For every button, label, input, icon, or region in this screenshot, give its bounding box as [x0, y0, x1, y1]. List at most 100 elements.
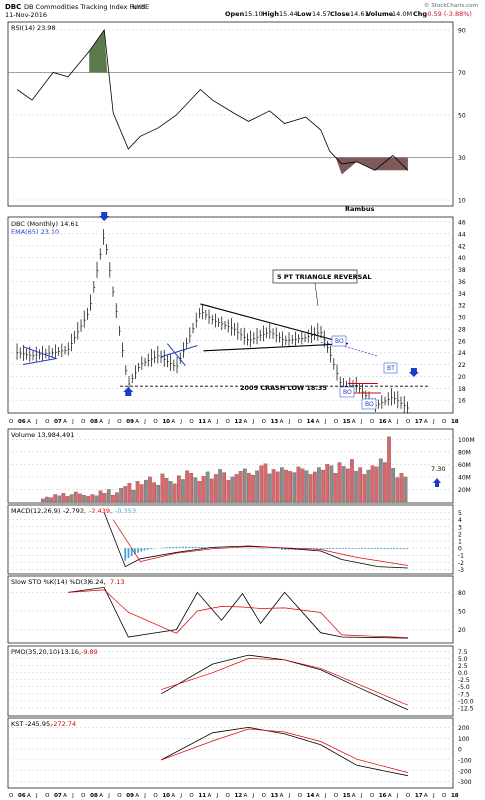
- x-axis-bottom-label: A: [352, 793, 356, 799]
- price-tick-label: 42: [458, 243, 466, 250]
- macd-v3: -0.353: [115, 507, 136, 515]
- x-axis-top-label: A: [316, 419, 320, 425]
- macd-tick-label: 0: [458, 546, 462, 553]
- x-axis-bottom-label: O: [298, 793, 303, 799]
- sto-tick-label: 80: [458, 590, 466, 597]
- x-axis-top-label: O: [153, 419, 158, 425]
- volume-bar: [345, 468, 350, 503]
- price-tick-label: 24: [458, 350, 466, 357]
- bo-note-3: BO: [365, 401, 374, 408]
- x-axis-top-label: J: [179, 419, 182, 425]
- x-axis-top-label: J: [215, 419, 218, 425]
- x-axis-top-label: 13: [271, 419, 279, 425]
- macd-v1: -2.792,: [63, 507, 86, 515]
- pmo-panel: PMO(35,20,10) -13.16, -9.89 7.55.02.50.0…: [7, 645, 474, 717]
- volume-bar: [284, 469, 288, 503]
- volume-bar: [222, 472, 227, 503]
- volume-bar: [185, 470, 189, 503]
- volume-bar: [49, 497, 53, 503]
- x-axis-bottom-label: A: [388, 793, 392, 799]
- x-axis-bottom-label: 17: [415, 793, 423, 799]
- open-label: Open: [225, 10, 245, 18]
- kst-frame: [7, 717, 454, 789]
- kst-line: [161, 726, 408, 777]
- sto-label: Slow STO %K(14) %D(3): [11, 578, 90, 586]
- volume-bar: [325, 464, 330, 503]
- x-axis-top-label: J: [432, 419, 435, 425]
- pmo-tick-label: 5.0: [458, 656, 468, 663]
- x-axis-top-label: J: [71, 419, 74, 425]
- x-axis-top-label: A: [352, 419, 356, 425]
- rsi-oversold-fill: [335, 157, 408, 175]
- crash-low-note: 2009 CRASH LOW 18.35: [240, 384, 327, 392]
- macd-frame: [7, 504, 454, 575]
- close-value: 14.61: [350, 10, 369, 18]
- volume-bar: [337, 462, 342, 503]
- price-tick-label: 16: [458, 398, 466, 405]
- macd-tick-label: 4: [458, 517, 462, 524]
- price-tick-label: 40: [458, 255, 466, 262]
- price-tick-label: 26: [458, 338, 466, 345]
- volume-bar: [234, 474, 239, 503]
- x-axis-bottom-label: O: [334, 793, 339, 799]
- x-axis-top-label: O: [442, 419, 447, 425]
- rsi-label: RSI(14) 23.98: [11, 24, 56, 32]
- volume-bar: [209, 478, 214, 503]
- volume-bar: [197, 481, 202, 503]
- price-tick-label: 30: [458, 315, 466, 322]
- x-axis-top-label: J: [360, 419, 363, 425]
- price-frame: [7, 216, 454, 414]
- x-axis-top-label: 15: [343, 419, 351, 425]
- x-axis-bottom-label: A: [316, 793, 320, 799]
- volume-bar: [73, 491, 78, 503]
- x-axis-top-label: A: [171, 419, 175, 425]
- volume-bar: [164, 478, 169, 503]
- bo-note-2: BO: [343, 389, 352, 396]
- x-axis-top-label: O: [370, 419, 375, 425]
- volume-bar: [78, 493, 82, 503]
- volume-bar: [267, 473, 272, 503]
- volume-bar: [317, 467, 321, 503]
- triangle-bottom-line: [203, 343, 348, 352]
- x-axis-top-label: 11: [198, 419, 206, 425]
- pmo-tick-label: -5.0: [458, 684, 470, 691]
- rsi-frame: [7, 21, 454, 207]
- macd-panel: MACD(12,26,9) -2.792, -2.439, -0.353 543…: [7, 504, 464, 575]
- volume-bar: [135, 481, 140, 503]
- x-axis-bottom-label: O: [442, 793, 447, 799]
- x-axis-bottom-label: O: [225, 793, 230, 799]
- price-tick-label: 38: [458, 267, 466, 274]
- volume-bar: [218, 469, 222, 503]
- volume-bar: [119, 488, 123, 503]
- x-axis-top-label: A: [244, 419, 248, 425]
- x-axis-top-label: 14: [307, 419, 315, 425]
- volume-bar: [214, 474, 218, 503]
- x-axis-bottom-label: J: [360, 793, 363, 799]
- volume-label: Volume: [366, 10, 394, 18]
- x-axis-bottom-label: A: [171, 793, 175, 799]
- macd-tick-label: -1: [458, 553, 464, 560]
- volume-bar: [387, 436, 391, 503]
- volume-bar: [168, 481, 173, 503]
- volume-bar: [300, 468, 305, 503]
- kst-panel: KST -245.95, -272.74 200 100 0 -100 -200 -300: [7, 717, 472, 789]
- x-axis-top-label: A: [27, 419, 31, 425]
- rsi-line: [16, 28, 409, 171]
- x-axis-top-label: O: [262, 419, 267, 425]
- volume-bar: [53, 494, 58, 503]
- volume-bar: [255, 470, 260, 503]
- bt-box: [383, 362, 398, 374]
- pmo-label: PMO(35,20,10): [11, 648, 60, 656]
- volume-bar: [259, 465, 264, 503]
- volume-bar: [391, 468, 396, 503]
- sto-tick-label: 20: [458, 627, 466, 634]
- x-axis-bottom-label: J: [35, 793, 38, 799]
- x-axis-top-label: O: [189, 419, 194, 425]
- stockcharts-credit: © StockCharts.com: [424, 2, 478, 9]
- price-tick-label: 34: [458, 291, 466, 298]
- x-axis-top: O 06 A J O 07 A J O 08 A J O 09 A J O 10 A J O 11 A J O 12 A J O 13 A J…: [9, 419, 459, 425]
- volume-bar: [230, 476, 235, 503]
- blue-triangle-2006: [22, 346, 59, 365]
- rsi-overbought-fill: [89, 30, 108, 73]
- volume-bar: [362, 474, 367, 503]
